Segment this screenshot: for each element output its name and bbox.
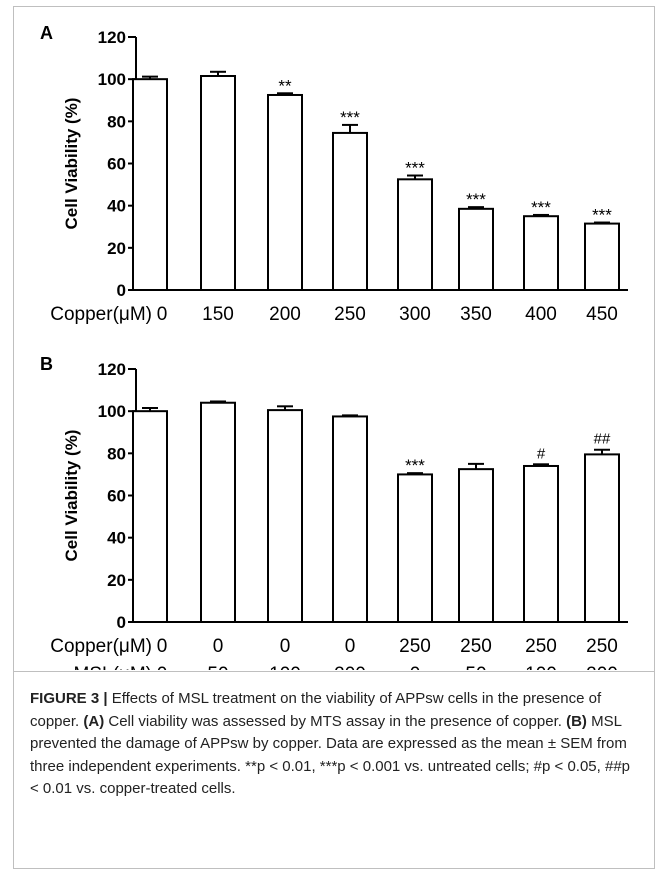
- panel-a-significance-label: ***: [466, 190, 486, 209]
- caption-divider: [14, 671, 654, 672]
- panel-a-ytick-label: 40: [107, 197, 126, 216]
- panel-a-bar: [458, 207, 494, 291]
- panel-a-bar: [132, 78, 168, 291]
- panel-a-category-label: 300: [399, 304, 431, 325]
- panel-a-ytick-label: 20: [107, 239, 126, 258]
- panel-b-significance-label: ***: [405, 456, 425, 475]
- panel-a-category-label: 250: [334, 304, 366, 325]
- panel-a-significance-label: ***: [405, 159, 425, 178]
- panel-b-category-label: 250: [586, 636, 618, 657]
- panel-b-category-label: 0: [157, 636, 168, 657]
- panel-a-significance-label: **: [278, 76, 292, 95]
- panel-b-bar: [584, 453, 620, 624]
- panel-b-ytick-label: 60: [107, 487, 126, 506]
- panel-b-bar: [267, 409, 303, 623]
- panel-a-row-label: Copper(μM): [50, 304, 152, 325]
- panel-a-category-label: 450: [586, 304, 618, 325]
- panel-b-category-label: 200: [334, 664, 366, 670]
- panel-a-ytick-label: 0: [117, 281, 126, 300]
- panel-a-ytick-label: 120: [98, 28, 126, 47]
- panel-b-ytick-label: 40: [107, 529, 126, 548]
- panel-b-category-label: 250: [460, 636, 492, 657]
- panel-b-ytick-label: 100: [98, 402, 126, 421]
- panel-a-ytick-label: 60: [107, 155, 126, 174]
- panel-b-ylabel: Cell Viability (%): [62, 430, 81, 562]
- panel-b-category-label: 0: [280, 636, 291, 657]
- figure-caption: FIGURE 3 | Effects of MSL treatment on t…: [30, 688, 638, 801]
- panel-a-significance-label: ***: [340, 108, 360, 127]
- panel-a-bar: [332, 131, 368, 291]
- panel-b-bar: [132, 410, 168, 623]
- caption-ref-a: (A): [83, 712, 105, 730]
- panel-b-bar: [397, 473, 433, 623]
- panel-b-significance-label: ##: [594, 431, 611, 448]
- panel-b-bar: [200, 401, 236, 623]
- panel-b-category-label: 50: [465, 664, 486, 670]
- panel-a-bar: [267, 93, 303, 291]
- caption-title: FIGURE 3 |: [30, 690, 108, 707]
- panel-b-bar: [523, 464, 559, 623]
- panel-a-significance-label: ***: [592, 206, 612, 225]
- panel-a-ylabel: Cell Viability (%): [62, 98, 81, 230]
- panel-a-category-label: 0: [157, 304, 168, 325]
- caption-text-3: MSL prevented the damage of APPsw by cop…: [30, 712, 630, 798]
- panel-a-bar: [397, 178, 433, 291]
- panel-b-category-label: 0: [345, 636, 356, 657]
- figure-frame: [13, 6, 655, 869]
- panel-b-category-label: 0: [157, 664, 168, 670]
- caption-text-2: Cell viability was assessed by MTS assay…: [104, 712, 567, 730]
- caption-text-1: Effects of MSL treatment on the viabilit…: [30, 690, 602, 730]
- panel-b-category-label: 100: [269, 664, 301, 670]
- panel-b-row-label: Copper(μM): [50, 636, 152, 657]
- panel-b-category-label: 0: [213, 636, 224, 657]
- panel-b-category-label: 250: [525, 636, 557, 657]
- panel-a-ytick-label: 80: [107, 112, 126, 131]
- panel-a-significance-label: ***: [531, 198, 551, 217]
- panel-b-category-label: 250: [399, 636, 431, 657]
- panel-b-bar: [332, 415, 368, 623]
- panel-b-ytick-label: 20: [107, 571, 126, 590]
- panel-b-ytick-label: 0: [117, 613, 126, 632]
- panel-b-label: B: [40, 354, 53, 374]
- panel-a-category-label: 400: [525, 304, 557, 325]
- panel-b-category-label: 200: [586, 664, 618, 670]
- panel-b-ytick-label: 120: [98, 360, 126, 379]
- panel-b-ytick-label: 80: [107, 444, 126, 463]
- panel-b-significance-label: #: [537, 445, 546, 462]
- panel-b-category-label: 50: [207, 664, 228, 670]
- panel-a-bar: [523, 215, 559, 291]
- panel-a-category-label: 150: [202, 304, 234, 325]
- panel-b-category-label: 100: [525, 664, 557, 670]
- panel-b-row-label: MSL(μM): [74, 664, 153, 670]
- panel-a-label: A: [40, 23, 53, 43]
- panel-a-ytick-label: 100: [98, 70, 126, 89]
- caption-ref-b: (B): [566, 712, 587, 730]
- panel-a-category-label: 350: [460, 304, 492, 325]
- panel-b-category-label: 0: [410, 664, 421, 670]
- panel-a-bar: [584, 222, 620, 291]
- panel-b-bar: [458, 468, 494, 624]
- panel-a-category-label: 200: [269, 304, 301, 325]
- panel-a-bar: [200, 75, 236, 291]
